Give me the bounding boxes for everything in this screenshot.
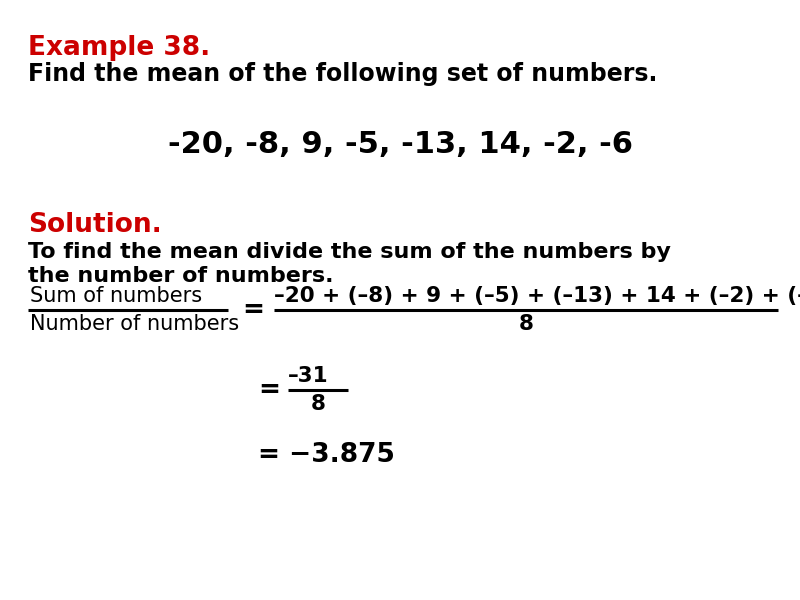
Text: the number of numbers.: the number of numbers. <box>28 266 334 286</box>
Text: –31: –31 <box>288 366 329 386</box>
Text: Sum of numbers: Sum of numbers <box>30 286 202 306</box>
Text: Example 38.: Example 38. <box>28 35 210 61</box>
Text: Find the mean of the following set of numbers.: Find the mean of the following set of nu… <box>28 62 658 86</box>
Text: = −3.875: = −3.875 <box>258 442 395 468</box>
Text: –20 + (–8) + 9 + (–5) + (–13) + 14 + (–2) + (–6): –20 + (–8) + 9 + (–5) + (–13) + 14 + (–2… <box>274 286 800 306</box>
Text: -20, -8, 9, -5, -13, 14, -2, -6: -20, -8, 9, -5, -13, 14, -2, -6 <box>167 130 633 159</box>
Text: =: = <box>242 297 264 323</box>
Text: 8: 8 <box>310 394 326 414</box>
Text: =: = <box>258 377 280 403</box>
Text: To find the mean divide the sum of the numbers by: To find the mean divide the sum of the n… <box>28 242 671 262</box>
Text: 8: 8 <box>518 314 534 334</box>
Text: Number of numbers: Number of numbers <box>30 314 239 334</box>
Text: Solution.: Solution. <box>28 212 162 238</box>
